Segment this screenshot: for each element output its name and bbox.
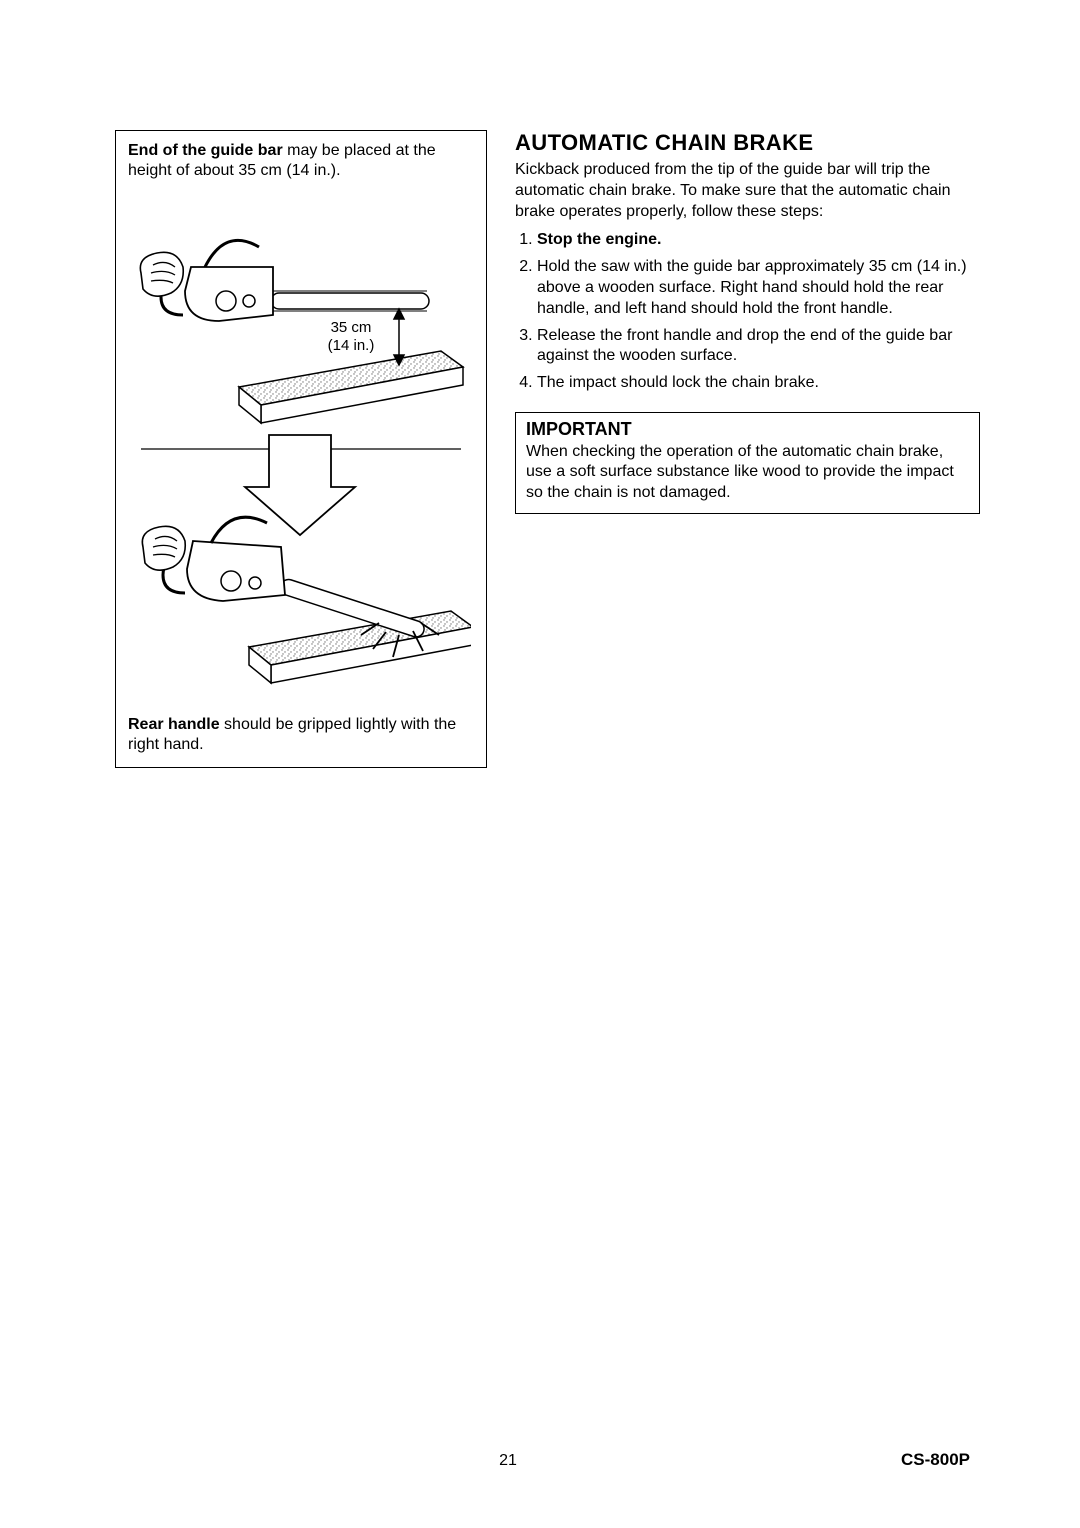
step-item: Hold the saw with the guide bar approxim… xyxy=(537,257,980,319)
chainsaw-drop-illustration: 35 cm (14 in.) xyxy=(131,187,471,707)
step-text: Release the front handle and drop the en… xyxy=(537,327,952,365)
important-text: When checking the operation of the autom… xyxy=(526,442,969,503)
figure-caption-bottom: Rear handle should be gripped lightly wi… xyxy=(128,715,474,755)
step-item: Release the front handle and drop the en… xyxy=(537,326,980,368)
caption-top-bold: End of the guide bar xyxy=(128,142,283,159)
step-text: Stop the engine. xyxy=(537,231,661,248)
dimension-label-2: (14 in.) xyxy=(328,337,375,354)
dimension-label-1: 35 cm xyxy=(331,319,372,336)
figure-box: End of the guide bar may be placed at th… xyxy=(115,130,487,768)
section-title: AUTOMATIC CHAIN BRAKE xyxy=(515,130,980,156)
page-footer: 21 CS-800P xyxy=(0,1450,1080,1470)
caption-bottom-bold: Rear handle xyxy=(128,716,220,733)
important-box: IMPORTANT When checking the operation of… xyxy=(515,412,980,514)
section-intro: Kickback produced from the tip of the gu… xyxy=(515,160,980,222)
manual-page: End of the guide bar may be placed at th… xyxy=(0,0,1080,1528)
step-item: Stop the engine. xyxy=(537,230,980,251)
left-column: End of the guide bar may be placed at th… xyxy=(115,130,487,768)
important-title: IMPORTANT xyxy=(526,419,969,440)
model-number: CS-800P xyxy=(901,1450,970,1470)
steps-list: Stop the engine. Hold the saw with the g… xyxy=(515,230,980,394)
figure-caption-top: End of the guide bar may be placed at th… xyxy=(128,141,474,181)
step-text: Hold the saw with the guide bar approxim… xyxy=(537,258,967,317)
two-column-layout: End of the guide bar may be placed at th… xyxy=(115,130,980,768)
illustration-wrap: 35 cm (14 in.) xyxy=(128,187,474,707)
page-number: 21 xyxy=(115,1452,901,1470)
right-column: AUTOMATIC CHAIN BRAKE Kickback produced … xyxy=(515,130,980,768)
step-item: The impact should lock the chain brake. xyxy=(537,373,980,394)
step-text: The impact should lock the chain brake. xyxy=(537,374,819,391)
